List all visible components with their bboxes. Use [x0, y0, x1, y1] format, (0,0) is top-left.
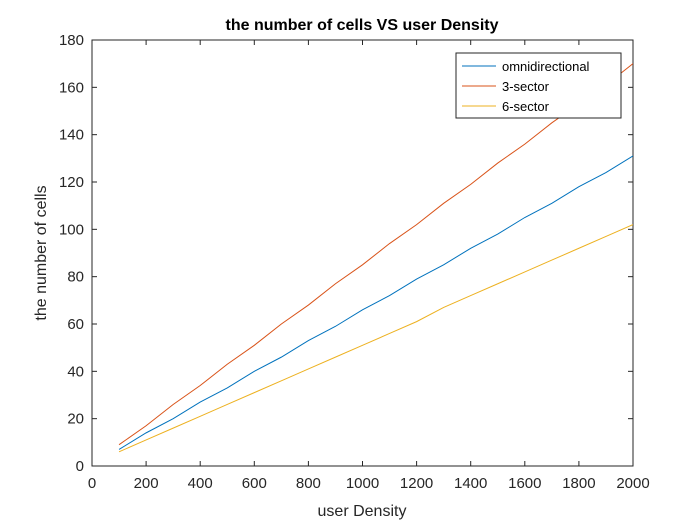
y-tick-label: 20 — [67, 411, 84, 428]
y-tick-label: 140 — [59, 127, 84, 144]
series-line-3-sector — [118, 63, 633, 446]
series-line-omnidirectional — [118, 155, 633, 450]
legend-entry: 3-sector — [502, 79, 550, 94]
x-axis-label: user Density — [318, 503, 407, 520]
y-tick-label: 40 — [67, 363, 84, 380]
x-tick-label: 1400 — [454, 475, 487, 492]
legend: omnidirectional 3-sector 6-sector — [455, 52, 622, 119]
x-tick-label: 1800 — [562, 475, 595, 492]
x-tick-label: 1600 — [508, 475, 541, 492]
x-tick-label: 600 — [242, 475, 267, 492]
y-tick-label: 160 — [59, 79, 84, 96]
x-tick-label: 400 — [188, 475, 213, 492]
y-tick-label: 80 — [67, 269, 84, 286]
y-tick-label: 120 — [59, 174, 84, 191]
y-tick-label: 60 — [67, 316, 84, 333]
y-tick-label: 100 — [59, 221, 84, 238]
y-tick-label: 180 — [59, 32, 84, 49]
x-tick-label: 200 — [134, 475, 159, 492]
x-tick-label: 0 — [88, 475, 96, 492]
x-tick-label: 1200 — [400, 475, 433, 492]
chart-title: the number of cells VS user Density — [226, 17, 499, 34]
y-axis-label: the number of cells — [33, 185, 50, 320]
y-tick-label: 0 — [76, 458, 84, 475]
x-tick-label: 2000 — [616, 475, 649, 492]
x-tick-label: 1000 — [346, 475, 379, 492]
series-line-6-sector — [118, 224, 633, 453]
x-tick-label: 800 — [296, 475, 321, 492]
legend-entry: omnidirectional — [502, 59, 590, 74]
legend-entry: 6-sector — [502, 99, 550, 114]
